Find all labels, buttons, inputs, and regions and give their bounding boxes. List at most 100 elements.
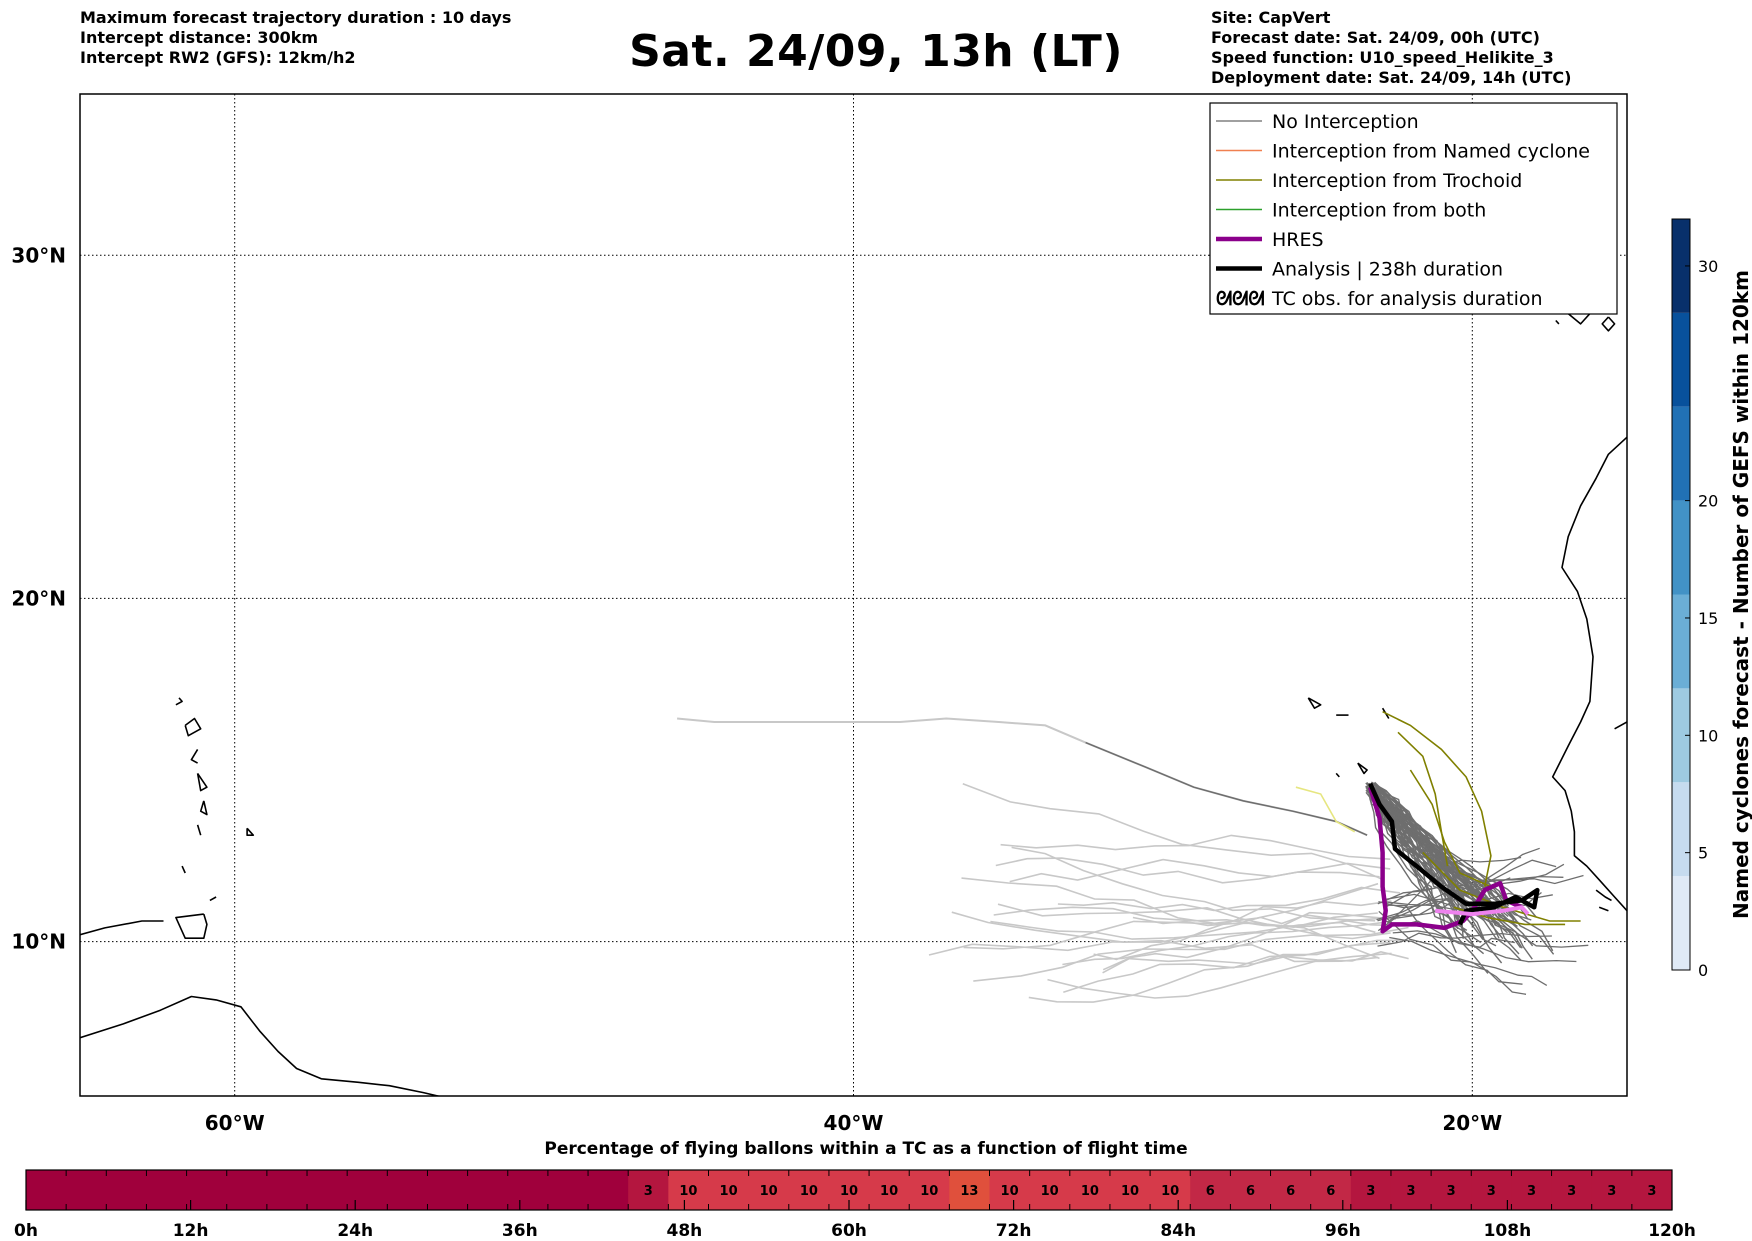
trajectory-line	[1370, 790, 1515, 921]
trajectory-line	[1409, 769, 1492, 888]
series-line-1	[1368, 782, 1540, 926]
x-tick-label: 40°W	[824, 1111, 884, 1135]
y-tick-label: 30°N	[11, 243, 66, 267]
strip-value-label: 10	[840, 1184, 858, 1199]
strip-time-label: 72h	[996, 1221, 1032, 1241]
coastline	[1595, 889, 1612, 902]
strip-cell	[1471, 1170, 1512, 1210]
strip-value-label: 3	[1487, 1184, 1496, 1199]
strip-value-label: 6	[1326, 1184, 1335, 1199]
page-title: Sat. 24/09, 13h (LT)	[629, 26, 1123, 77]
colorbar: 0 5 10 15 20 30 Named cyclones forecast - Numb…	[1671, 218, 1752, 980]
strip-cell	[1551, 1170, 1593, 1210]
y-tick-label: 20°N	[11, 586, 66, 610]
trajectory-line	[990, 920, 1376, 940]
coastline	[1633, 300, 1658, 310]
strip-cell	[869, 1170, 910, 1210]
time-strip-title: Percentage of flying ballons within a TC…	[544, 1139, 1187, 1159]
coastline	[175, 697, 183, 706]
strip-time-label: 108h	[1484, 1221, 1532, 1241]
trajectory-line	[1000, 834, 1391, 860]
strip-cell	[628, 1170, 669, 1210]
strip-value-label: 3	[644, 1184, 653, 1199]
strip-cell	[1591, 1170, 1633, 1210]
trajectory-line	[1397, 731, 1449, 867]
strip-cell	[1631, 1170, 1673, 1210]
trajectory-line	[1422, 851, 1581, 922]
strip-value-label: 6	[1206, 1184, 1215, 1199]
trajectory-line	[1009, 858, 1391, 883]
trajectory-line	[1085, 741, 1368, 836]
colorbar-segment	[1672, 312, 1690, 407]
strip-value-label: 10	[720, 1184, 738, 1199]
trajectory-line	[1369, 790, 1522, 961]
strip-time-label: 84h	[1160, 1221, 1196, 1241]
strip-time-label: 24h	[337, 1221, 373, 1241]
coastline	[1307, 697, 1322, 709]
coastline	[190, 748, 199, 764]
strip-cell	[909, 1170, 950, 1210]
strip-cell	[266, 1170, 308, 1210]
trajectory-line	[1295, 786, 1356, 833]
colorbar-segment	[1672, 219, 1690, 313]
trajectory-line	[1062, 921, 1384, 966]
legend-label: No Interception	[1272, 111, 1419, 133]
colorbar-frame	[1671, 218, 1691, 971]
colorbar-tick-label: 10	[1698, 726, 1718, 745]
strip-value-label: 10	[1161, 1184, 1179, 1199]
trajectory-line	[1371, 786, 1555, 955]
colorbar-segment	[1672, 500, 1690, 595]
colorbar-tick-label: 0	[1698, 961, 1708, 980]
strip-cell	[1109, 1170, 1151, 1210]
trajectory-line	[995, 857, 1380, 884]
colorbar-segment	[1672, 406, 1690, 501]
colorbar-segment	[1672, 876, 1690, 970]
legend-label: TC obs. for analysis duration	[1271, 288, 1543, 310]
legend-label: HRES	[1272, 229, 1324, 251]
trajectory-line	[1365, 791, 1440, 913]
strip-time-label: 48h	[667, 1221, 703, 1241]
series-line-2	[1435, 905, 1530, 917]
coastline	[246, 827, 255, 836]
strip-cell	[387, 1170, 428, 1210]
strip-time-label: 96h	[1325, 1221, 1361, 1241]
strip-cell	[1230, 1170, 1272, 1210]
strip-cell	[949, 1170, 991, 1210]
strip-cell	[1069, 1170, 1111, 1210]
coastline	[80, 920, 164, 936]
coastline	[181, 865, 186, 874]
strip-value-label: 3	[1406, 1184, 1415, 1199]
strip-time-label: 36h	[502, 1221, 538, 1241]
colorbar-segment	[1672, 782, 1690, 877]
strip-cell	[347, 1170, 388, 1210]
legend[interactable]: No Interception Interception from Named c…	[1209, 102, 1618, 315]
strip-value-label: 6	[1246, 1184, 1255, 1199]
coastline	[1335, 772, 1340, 778]
max-duration-text: Maximum forecast trajectory duration : 1…	[80, 8, 512, 27]
speed-function-text: Speed function: U10_speed_Helikite_3	[1211, 48, 1554, 67]
strip-value-label: 10	[920, 1184, 938, 1199]
strip-cell	[226, 1170, 268, 1210]
trajectory-line	[1385, 874, 1584, 908]
trajectory-line	[1392, 930, 1577, 963]
strip-value-label: 10	[1041, 1184, 1059, 1199]
axis-ticks: 60°W 40°W 20°W 10°N 20°N 30°N	[11, 243, 1502, 1135]
strip-cell	[186, 1170, 228, 1210]
trajectory-line	[1382, 710, 1492, 887]
map-frame	[79, 93, 1628, 1097]
trajectory-line	[997, 903, 1409, 937]
coastline	[1357, 762, 1368, 775]
strip-value-label: 10	[760, 1184, 778, 1199]
strip-value-label: 10	[880, 1184, 898, 1199]
coastline	[209, 896, 217, 902]
strip-cell	[1390, 1170, 1432, 1210]
strip-value-label: 3	[1647, 1184, 1656, 1199]
trajectory-line	[1028, 941, 1391, 1003]
strip-cell	[427, 1170, 469, 1210]
strip-cell	[1150, 1170, 1191, 1210]
colorbar-label: Named cyclones forecast - Number of GEFS…	[1729, 270, 1752, 919]
strip-value-label: 10	[1081, 1184, 1099, 1199]
colorbar-segment	[1672, 688, 1690, 783]
colorbar-tick-label: 5	[1698, 844, 1708, 863]
x-tick-label: 60°W	[205, 1111, 265, 1135]
